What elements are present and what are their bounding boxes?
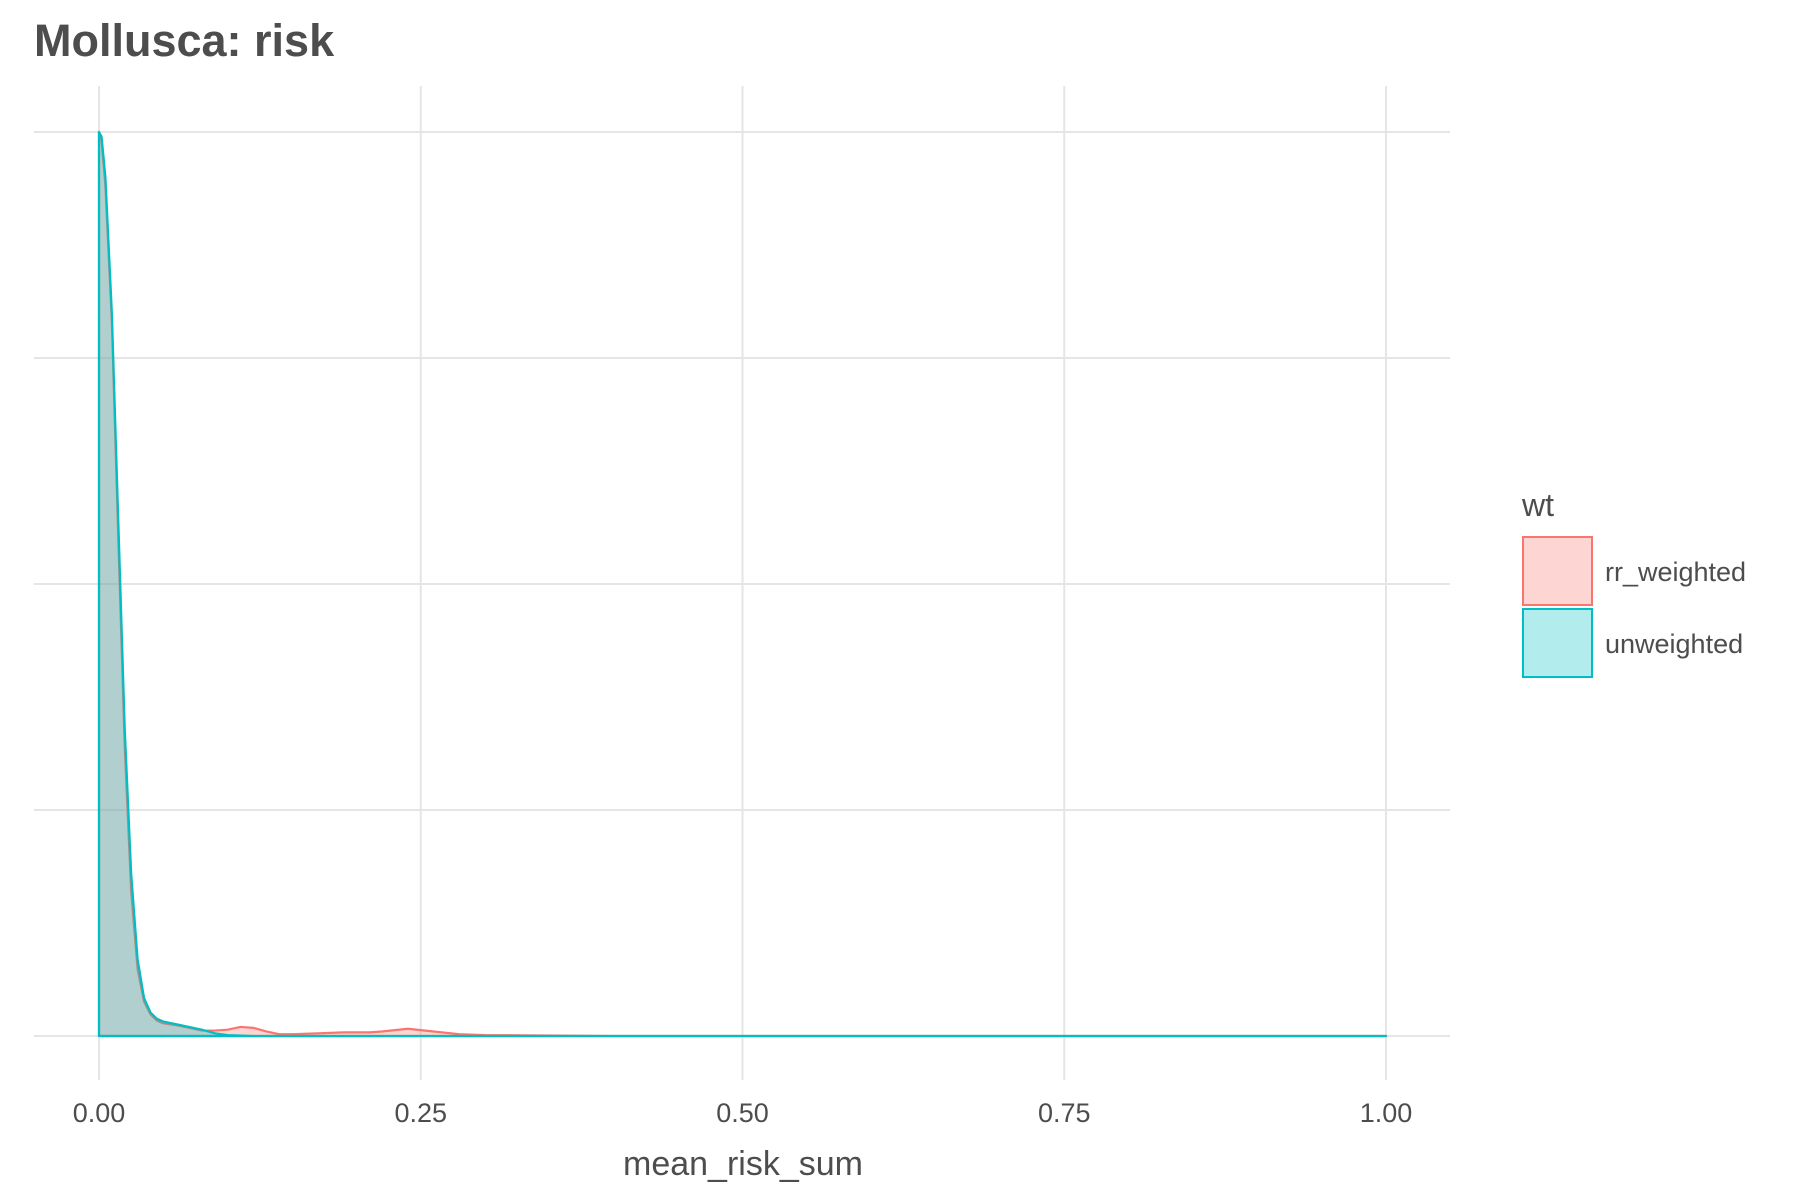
legend-label-rr-weighted: rr_weighted: [1605, 557, 1746, 587]
x-tick-label: 0.50: [716, 1098, 769, 1128]
x-axis-ticks: 0.00 0.25 0.50 0.75 1.00: [73, 1098, 1413, 1128]
legend: wt rr_weighted unweighted: [1521, 487, 1746, 678]
x-tick-label: 0.25: [394, 1098, 447, 1128]
legend-items: rr_weighted unweighted: [1522, 536, 1746, 678]
legend-key-unweighted: [1522, 608, 1593, 678]
x-axis-title: mean_risk_sum: [623, 1145, 863, 1183]
x-tick-label: 1.00: [1360, 1098, 1413, 1128]
plot-panel: [34, 86, 1450, 1080]
chart-title: Mollusca: risk: [34, 15, 335, 66]
legend-key-rr-weighted: [1522, 536, 1593, 606]
density-area-unweighted: [97, 130, 1388, 1038]
x-tick-label: 0.00: [73, 1098, 126, 1128]
legend-title: wt: [1521, 487, 1554, 523]
density-areas: [97, 130, 1388, 1038]
legend-label-unweighted: unweighted: [1605, 629, 1743, 659]
x-tick-label: 0.75: [1038, 1098, 1091, 1128]
